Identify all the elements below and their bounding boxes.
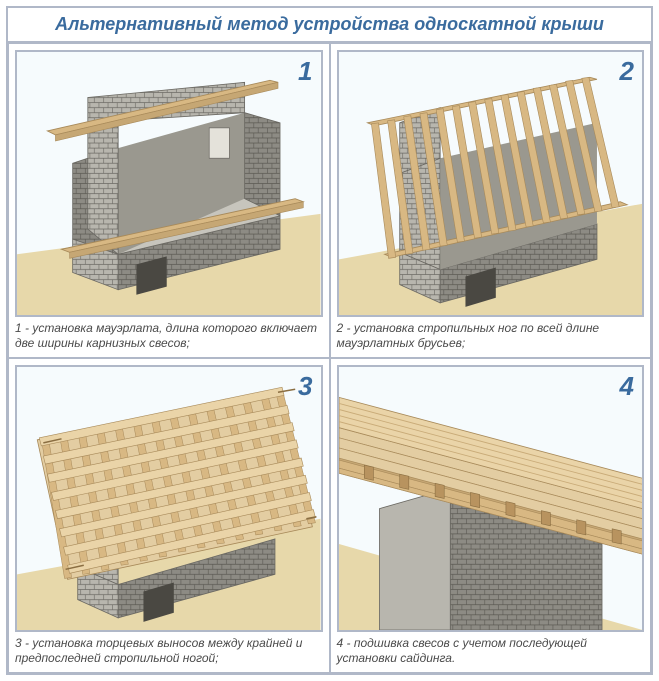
- panel-4-image: 4: [337, 365, 645, 632]
- panel-2-image: 2: [337, 50, 645, 317]
- panel-3-image: 3: [15, 365, 323, 632]
- panel-3-number: 3: [298, 371, 312, 402]
- panel-3-svg: [17, 367, 321, 630]
- panel-2-caption: 2 - установка стропильных ног по всей дл…: [337, 321, 645, 351]
- panel-1: 1 1 - установка мауэрлата, длина которог…: [8, 43, 330, 358]
- panel-1-number: 1: [298, 56, 312, 87]
- panel-4-number: 4: [620, 371, 634, 402]
- panel-3: 3 3 - установка торцевых выносов между к…: [8, 358, 330, 673]
- panel-4: 4 4 - подшивка свесов с учетом последующ…: [330, 358, 652, 673]
- panel-2-number: 2: [620, 56, 634, 87]
- infographic-container: Альтернативный метод устройства односкат…: [6, 6, 653, 675]
- panel-4-svg: [339, 367, 643, 630]
- panel-4-caption: 4 - подшивка свесов с учетом последующей…: [337, 636, 645, 666]
- panel-1-svg: [17, 52, 321, 315]
- panel-grid: 1 1 - установка мауэрлата, длина которог…: [8, 43, 651, 673]
- panel-1-caption: 1 - установка мауэрлата, длина которого …: [15, 321, 323, 351]
- panel-2: 2 2 - установка стропильных ног по всей …: [330, 43, 652, 358]
- panel-3-caption: 3 - установка торцевых выносов между кра…: [15, 636, 323, 666]
- panel-1-image: 1: [15, 50, 323, 317]
- panel-2-svg: [339, 52, 643, 315]
- main-title: Альтернативный метод устройства односкат…: [8, 8, 651, 43]
